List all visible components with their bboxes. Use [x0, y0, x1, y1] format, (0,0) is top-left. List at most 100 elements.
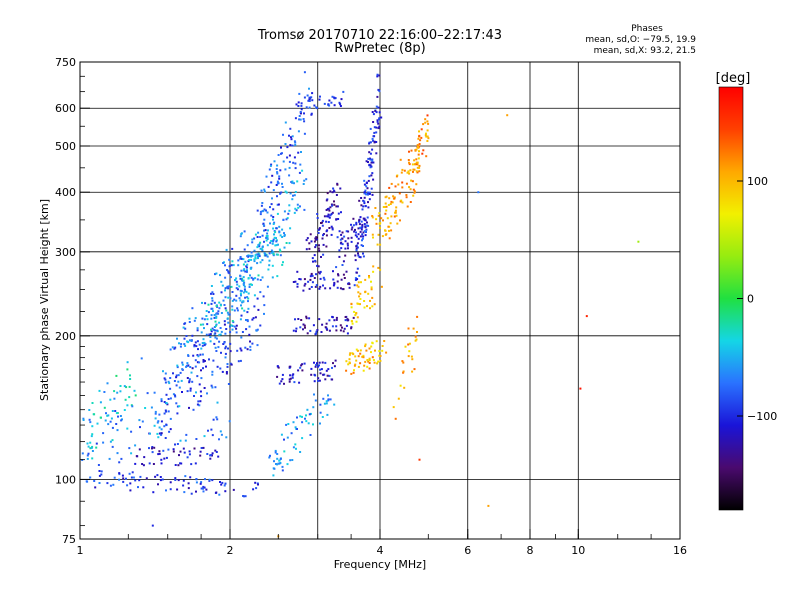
data-point-o — [142, 486, 145, 489]
data-point-o — [94, 486, 97, 489]
data-point-x — [413, 191, 416, 194]
data-point-o — [348, 286, 351, 289]
data-point-x — [418, 134, 421, 137]
data-point-o — [311, 257, 314, 260]
data-point-x — [407, 159, 410, 161]
data-point-o — [236, 283, 239, 286]
data-point-o — [174, 464, 177, 466]
data-point-o — [197, 355, 200, 358]
data-point-o — [275, 184, 278, 186]
data-point-o — [211, 386, 214, 389]
data-point-x — [371, 356, 374, 359]
data-point-x — [356, 349, 359, 352]
data-point-o — [267, 229, 269, 232]
data-point-o — [224, 296, 227, 299]
data-point-o — [193, 345, 196, 348]
data-point-o — [210, 317, 213, 320]
data-point-x — [385, 351, 388, 354]
data-point-o — [308, 96, 311, 99]
data-point-o — [309, 278, 312, 281]
data-point-o — [329, 190, 332, 193]
data-point-o — [301, 169, 304, 172]
data-point-o — [332, 187, 335, 190]
data-point-o — [341, 231, 344, 234]
data-point-o — [282, 218, 285, 221]
data-point-o — [336, 205, 339, 208]
data-point-o — [111, 445, 114, 448]
data-point-o — [204, 478, 206, 481]
data-point-x — [376, 243, 379, 246]
data-point-x — [372, 265, 375, 268]
data-point-x — [426, 114, 429, 117]
data-point-o — [189, 387, 192, 390]
data-point-o — [210, 384, 213, 387]
data-point-o — [221, 370, 224, 373]
data-point-o — [369, 152, 372, 155]
data-point-o — [276, 275, 279, 278]
data-point-o — [367, 224, 370, 227]
data-point-o — [286, 146, 289, 149]
data-point-o — [261, 259, 264, 262]
data-point-o — [239, 292, 242, 295]
data-point-o — [312, 324, 315, 327]
data-point-x — [386, 217, 389, 220]
data-point-o — [370, 174, 373, 177]
data-point-o — [254, 254, 257, 257]
data-point-o — [224, 347, 227, 350]
data-point-x — [356, 284, 359, 287]
data-point-o — [98, 470, 101, 472]
data-point-o — [369, 127, 372, 130]
data-point-o — [278, 231, 281, 234]
data-point-o — [198, 361, 201, 364]
data-point-x — [408, 172, 411, 175]
data-point-o — [309, 233, 312, 236]
data-point-o — [280, 146, 282, 149]
data-point-o — [362, 255, 365, 258]
data-point-o — [300, 151, 302, 153]
data-point-o — [157, 420, 160, 423]
data-point-x — [417, 157, 420, 160]
data-point-o — [291, 198, 294, 201]
data-point-o — [128, 396, 131, 399]
data-point-o — [279, 234, 282, 237]
data-point-x — [424, 118, 427, 121]
y-axis-label: Stationary phase Virtual Height [km] — [38, 199, 51, 401]
data-point-o — [333, 190, 336, 193]
data-point-o — [275, 463, 277, 465]
data-point-o — [180, 343, 183, 345]
data-point-o — [262, 209, 265, 212]
data-point-o — [256, 246, 259, 249]
data-point-o — [86, 442, 89, 445]
data-point-o — [309, 275, 312, 278]
data-point-o — [115, 412, 118, 415]
data-point-o — [126, 404, 129, 407]
data-point-o — [337, 274, 340, 277]
data-point-o — [167, 380, 170, 383]
data-point-o — [123, 409, 126, 411]
data-point-o — [213, 342, 216, 345]
data-point-o — [319, 277, 322, 280]
data-point-o — [179, 462, 181, 465]
data-point-o — [361, 233, 364, 236]
data-point-x — [368, 367, 371, 370]
data-point-o — [98, 482, 101, 484]
data-point-x — [415, 148, 418, 151]
data-point-o — [228, 265, 231, 268]
data-point-o — [273, 233, 275, 236]
data-point-x — [377, 214, 380, 217]
data-point-o — [334, 359, 337, 362]
data-point-o — [244, 270, 247, 273]
data-point-x — [391, 201, 394, 204]
data-point-o — [357, 252, 359, 255]
data-point-o — [188, 378, 191, 381]
data-point-o — [87, 452, 90, 455]
data-point-x — [375, 218, 378, 221]
data-point-o — [280, 380, 283, 383]
data-point-o — [210, 302, 213, 305]
data-point-o — [261, 234, 264, 237]
data-point-o — [336, 280, 339, 283]
data-point-x — [345, 369, 348, 372]
data-point-o — [299, 415, 302, 418]
data-point-o — [335, 318, 338, 321]
data-point-o — [213, 316, 216, 319]
